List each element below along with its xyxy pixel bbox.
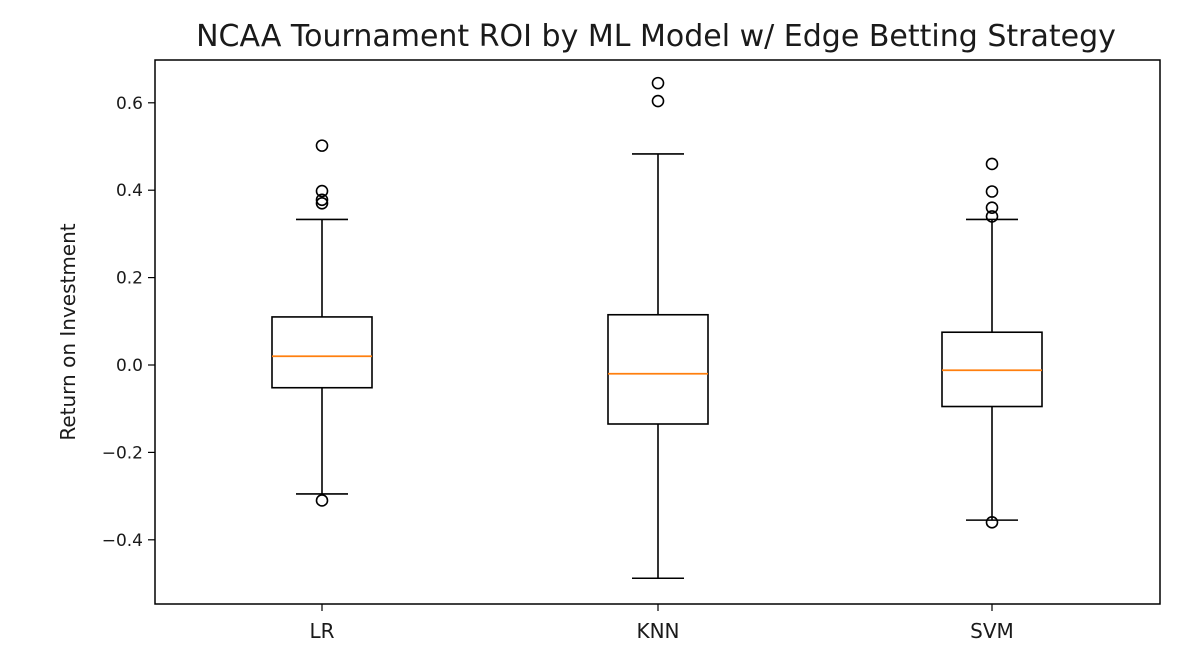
iqr-box (607, 313, 709, 425)
outlier-point (985, 201, 999, 214)
outlier-point (315, 184, 329, 198)
chart-title: NCAA Tournament ROI by ML Model w/ Edge … (196, 19, 1116, 54)
y-tick-label: 0.4 (116, 181, 143, 201)
outlier-point (315, 197, 329, 210)
outlier-point (985, 210, 999, 223)
outlier-point (315, 139, 329, 152)
outlier-point (651, 76, 665, 90)
y-tick-label: 0.6 (116, 94, 143, 114)
x-tick-label: SVM (970, 619, 1014, 643)
outlier-point (315, 193, 329, 207)
y-tick-label: 0.2 (116, 269, 143, 289)
iqr-box (271, 316, 373, 389)
y-tick-label: −0.2 (102, 443, 143, 463)
outlier-point (315, 494, 329, 507)
y-tick-label: −0.4 (102, 531, 143, 551)
plot-area: 0.6 0.4 0.2 0.0 −0.2 −0.4 LR KNN SVM (102, 59, 1161, 643)
outlier-point (985, 157, 999, 171)
x-tick-label: LR (309, 619, 334, 643)
outlier-point (985, 516, 999, 529)
outlier-point (651, 94, 665, 108)
outlier-point (985, 185, 999, 198)
x-tick-label: KNN (636, 619, 679, 643)
y-axis-label: Return on Investment (56, 223, 80, 440)
y-tick-label: 0.0 (116, 356, 143, 376)
